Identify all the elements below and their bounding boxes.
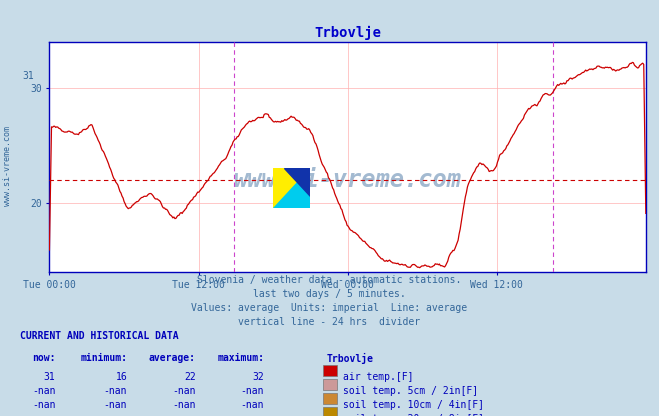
Text: 31: 31 (43, 372, 55, 382)
Text: soil temp. 20cm / 8in[F]: soil temp. 20cm / 8in[F] (343, 414, 484, 416)
Text: maximum:: maximum: (217, 353, 264, 363)
Text: Slovenia / weather data - automatic stations.: Slovenia / weather data - automatic stat… (197, 275, 462, 285)
Text: -nan: -nan (241, 414, 264, 416)
Text: soil temp. 10cm / 4in[F]: soil temp. 10cm / 4in[F] (343, 400, 484, 410)
Polygon shape (273, 168, 310, 208)
FancyBboxPatch shape (323, 407, 337, 416)
Text: -nan: -nan (32, 386, 55, 396)
Text: 16: 16 (115, 372, 127, 382)
Text: -nan: -nan (241, 400, 264, 410)
Polygon shape (273, 168, 310, 208)
Text: -nan: -nan (241, 386, 264, 396)
Text: minimum:: minimum: (80, 353, 127, 363)
FancyBboxPatch shape (323, 379, 337, 390)
Text: www.si-vreme.com: www.si-vreme.com (234, 168, 461, 192)
Text: -nan: -nan (172, 400, 196, 410)
Text: -nan: -nan (172, 414, 196, 416)
Text: -nan: -nan (103, 400, 127, 410)
Text: www.si-vreme.com: www.si-vreme.com (3, 126, 12, 206)
Text: CURRENT AND HISTORICAL DATA: CURRENT AND HISTORICAL DATA (20, 331, 179, 341)
Text: -nan: -nan (32, 414, 55, 416)
Text: air temp.[F]: air temp.[F] (343, 372, 413, 382)
Text: now:: now: (32, 353, 55, 363)
Text: 32: 32 (252, 372, 264, 382)
Text: Values: average  Units: imperial  Line: average: Values: average Units: imperial Line: av… (191, 303, 468, 313)
Text: 31: 31 (23, 71, 34, 81)
Title: Trbovlje: Trbovlje (314, 26, 381, 40)
Text: soil temp. 5cm / 2in[F]: soil temp. 5cm / 2in[F] (343, 386, 478, 396)
Text: vertical line - 24 hrs  divider: vertical line - 24 hrs divider (239, 317, 420, 327)
Text: -nan: -nan (32, 400, 55, 410)
Text: -nan: -nan (103, 414, 127, 416)
Text: last two days / 5 minutes.: last two days / 5 minutes. (253, 289, 406, 299)
Text: average:: average: (149, 353, 196, 363)
Text: Trbovlje: Trbovlje (326, 353, 373, 364)
FancyBboxPatch shape (323, 393, 337, 404)
Text: -nan: -nan (172, 386, 196, 396)
FancyBboxPatch shape (323, 365, 337, 376)
Text: 22: 22 (184, 372, 196, 382)
Text: -nan: -nan (103, 386, 127, 396)
Polygon shape (285, 168, 310, 196)
